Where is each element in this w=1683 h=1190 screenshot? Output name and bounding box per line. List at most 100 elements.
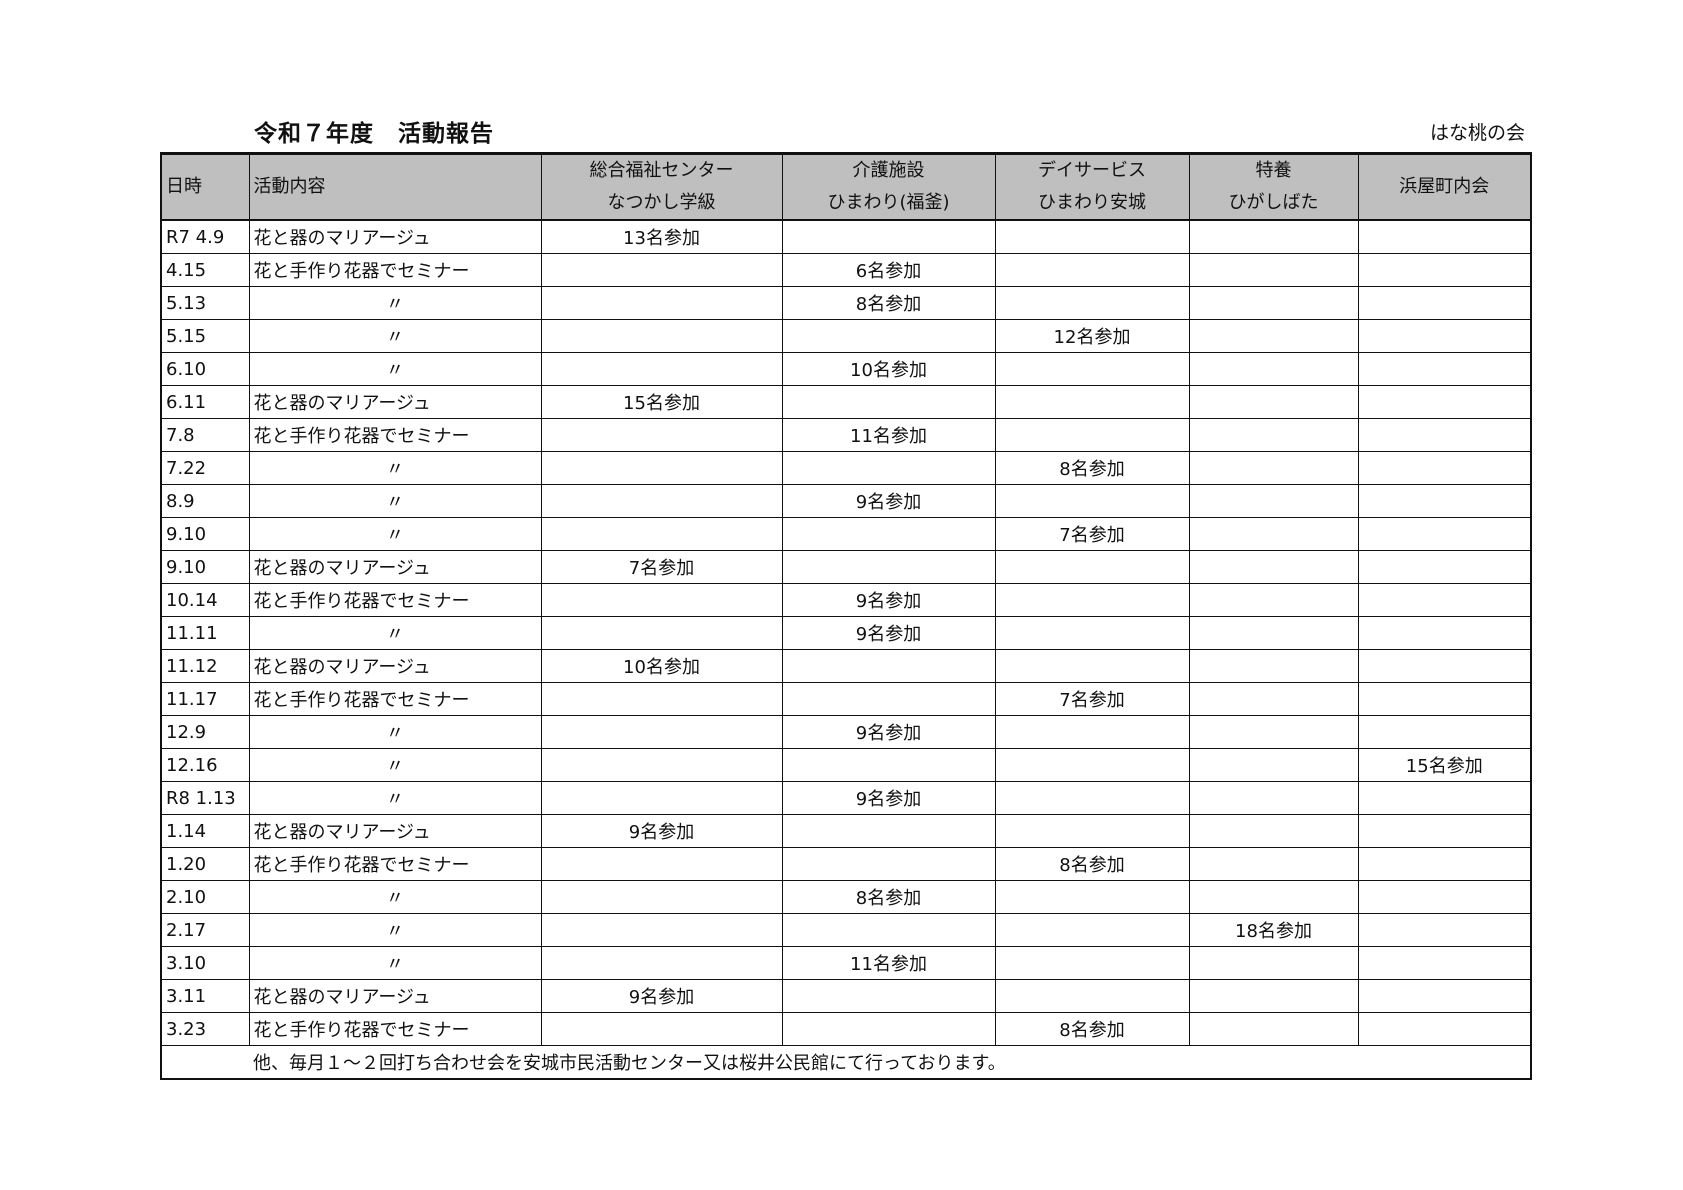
attendance-cell-sogo-fukushi-center: 13名参加	[540, 219, 783, 254]
attendance-cell-hamaya-chonaikai	[1357, 219, 1532, 254]
attendance-cell-kaigo-himawari-fukama	[781, 814, 996, 848]
attendance-cell-hamaya-chonaikai	[1357, 946, 1532, 980]
attendance-cell-sogo-fukushi-center	[540, 286, 783, 320]
attendance-cell-hamaya-chonaikai	[1357, 781, 1532, 815]
attendance-cell-day-service-himawari-anjo	[994, 616, 1190, 650]
activity-cell: 花と器のマリアージュ	[248, 219, 542, 254]
date-cell: 4.15	[160, 253, 250, 287]
table-row: 8.9 〃 9名参加	[160, 484, 1532, 518]
date-cell: 2.10	[160, 880, 250, 914]
date-cell: 11.12	[160, 649, 250, 683]
header-date: 日時	[160, 152, 250, 221]
attendance-cell-sogo-fukushi-center: 10名参加	[540, 649, 783, 683]
attendance-cell-kaigo-himawari-fukama	[781, 748, 996, 782]
activity-cell: 〃	[248, 913, 542, 947]
attendance-cell-sogo-fukushi-center	[540, 880, 783, 914]
attendance-cell-kaigo-himawari-fukama: 11名参加	[781, 418, 996, 452]
activity-cell: 〃	[248, 352, 542, 386]
table-row: 3.10 〃 11名参加	[160, 946, 1532, 980]
attendance-cell-sogo-fukushi-center	[540, 715, 783, 749]
attendance-cell-hamaya-chonaikai	[1357, 253, 1532, 287]
activity-cell: 花と手作り花器でセミナー	[248, 253, 542, 287]
attendance-cell-tokuyo-higashibata	[1188, 385, 1359, 419]
attendance-cell-tokuyo-higashibata	[1188, 418, 1359, 452]
attendance-cell-tokuyo-higashibata	[1188, 319, 1359, 353]
attendance-cell-day-service-himawari-anjo: 12名参加	[994, 319, 1190, 353]
attendance-cell-tokuyo-higashibata	[1188, 451, 1359, 485]
attendance-cell-kaigo-himawari-fukama: 9名参加	[781, 616, 996, 650]
header-sogo-fukushi-center: 総合福祉センター なつかし学級	[540, 152, 783, 221]
attendance-cell-hamaya-chonaikai	[1357, 847, 1532, 881]
header-kaigo-himawari-fukama: 介護施設 ひまわり(福釜)	[781, 152, 996, 221]
attendance-cell-hamaya-chonaikai	[1357, 715, 1532, 749]
attendance-cell-tokuyo-higashibata	[1188, 946, 1359, 980]
header-line2: ひがしばた	[1228, 192, 1319, 213]
attendance-cell-hamaya-chonaikai	[1357, 517, 1532, 551]
header-hamaya-chonaikai: 浜屋町内会	[1357, 152, 1532, 221]
activity-cell: 〃	[248, 451, 542, 485]
attendance-cell-hamaya-chonaikai	[1357, 913, 1532, 947]
date-cell: 11.17	[160, 682, 250, 716]
document-title: 令和７年度 活動報告	[254, 121, 494, 147]
table-row: 4.15 花と手作り花器でセミナー 6名参加	[160, 253, 1532, 287]
header-line1: 特養	[1255, 160, 1292, 181]
activity-cell: 〃	[248, 946, 542, 980]
organization-name: はな桃の会	[1429, 122, 1525, 144]
activity-cell: 花と器のマリアージュ	[248, 385, 542, 419]
attendance-cell-tokuyo-higashibata	[1188, 219, 1359, 254]
attendance-cell-day-service-himawari-anjo	[994, 219, 1190, 254]
attendance-cell-sogo-fukushi-center	[540, 583, 783, 617]
attendance-cell-kaigo-himawari-fukama: 10名参加	[781, 352, 996, 386]
table-row: 2.10 〃 8名参加	[160, 880, 1532, 914]
attendance-cell-tokuyo-higashibata	[1188, 880, 1359, 914]
activity-cell: 〃	[248, 286, 542, 320]
attendance-cell-sogo-fukushi-center	[540, 847, 783, 881]
attendance-cell-kaigo-himawari-fukama	[781, 385, 996, 419]
date-cell: 5.13	[160, 286, 250, 320]
attendance-cell-tokuyo-higashibata	[1188, 649, 1359, 683]
date-cell: 3.10	[160, 946, 250, 980]
date-cell: R8 1.13	[160, 781, 250, 815]
attendance-cell-tokuyo-higashibata	[1188, 484, 1359, 518]
date-cell: 7.8	[160, 418, 250, 452]
attendance-cell-tokuyo-higashibata	[1188, 814, 1359, 848]
activity-cell: 〃	[248, 748, 542, 782]
attendance-cell-kaigo-himawari-fukama	[781, 517, 996, 551]
activity-cell: 花と器のマリアージュ	[248, 979, 542, 1013]
date-cell: 2.17	[160, 913, 250, 947]
attendance-cell-day-service-himawari-anjo	[994, 649, 1190, 683]
attendance-cell-kaigo-himawari-fukama: 9名参加	[781, 583, 996, 617]
attendance-cell-day-service-himawari-anjo: 7名参加	[994, 682, 1190, 716]
attendance-cell-day-service-himawari-anjo	[994, 253, 1190, 287]
attendance-cell-day-service-himawari-anjo: 8名参加	[994, 1012, 1190, 1046]
table-row: 12.16 〃 15名参加	[160, 748, 1532, 782]
attendance-cell-day-service-himawari-anjo	[994, 946, 1190, 980]
attendance-cell-hamaya-chonaikai	[1357, 418, 1532, 452]
attendance-cell-tokuyo-higashibata	[1188, 583, 1359, 617]
activity-cell: 〃	[248, 616, 542, 650]
attendance-cell-hamaya-chonaikai	[1357, 385, 1532, 419]
attendance-cell-hamaya-chonaikai	[1357, 979, 1532, 1013]
attendance-cell-sogo-fukushi-center	[540, 748, 783, 782]
attendance-cell-sogo-fukushi-center	[540, 682, 783, 716]
activity-cell: 花と手作り花器でセミナー	[248, 847, 542, 881]
attendance-cell-kaigo-himawari-fukama: 9名参加	[781, 484, 996, 518]
activity-cell: 〃	[248, 781, 542, 815]
attendance-cell-tokuyo-higashibata	[1188, 781, 1359, 815]
header-line1: 日時	[166, 176, 202, 197]
date-cell: 10.14	[160, 583, 250, 617]
table-row: 12.9 〃 9名参加	[160, 715, 1532, 749]
attendance-cell-sogo-fukushi-center: 15名参加	[540, 385, 783, 419]
attendance-cell-day-service-himawari-anjo	[994, 880, 1190, 914]
attendance-cell-tokuyo-higashibata	[1188, 979, 1359, 1013]
attendance-cell-day-service-himawari-anjo	[994, 814, 1190, 848]
attendance-cell-sogo-fukushi-center	[540, 418, 783, 452]
header-line2: ひまわり安城	[1038, 192, 1146, 213]
attendance-cell-tokuyo-higashibata	[1188, 682, 1359, 716]
attendance-cell-day-service-himawari-anjo	[994, 550, 1190, 584]
activity-cell: 花と器のマリアージュ	[248, 649, 542, 683]
date-cell: 1.14	[160, 814, 250, 848]
attendance-cell-tokuyo-higashibata	[1188, 550, 1359, 584]
attendance-cell-kaigo-himawari-fukama	[781, 649, 996, 683]
activity-cell: 〃	[248, 319, 542, 353]
